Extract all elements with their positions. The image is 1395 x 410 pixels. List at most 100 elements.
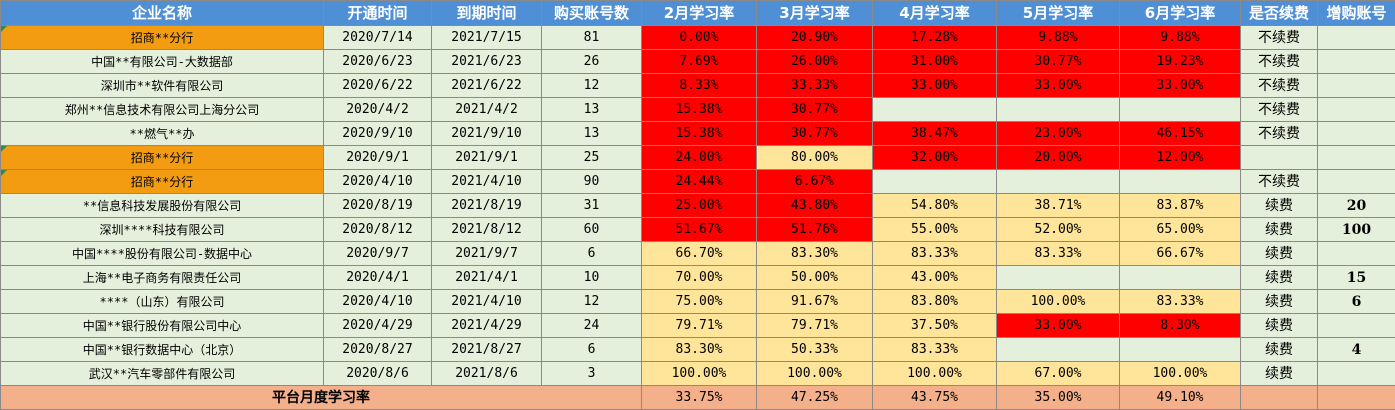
summary-renew-empty — [1241, 386, 1318, 410]
apr-rate-cell: 100.00% — [873, 362, 997, 386]
table-row[interactable]: 中国**有限公司-大数据部 2020/6/23 2021/6/23 26 7.6… — [1, 50, 1395, 74]
apr-rate-cell: 38.47% — [873, 122, 997, 146]
may-rate-cell: 67.00% — [997, 362, 1120, 386]
table-row[interactable]: 中国****股份有限公司-数据中心 2020/9/7 2021/9/7 6 66… — [1, 242, 1395, 266]
summary-jun-rate: 49.10% — [1120, 386, 1241, 410]
table-row[interactable]: 招商**分行 2020/4/10 2021/4/10 90 24.44% 6.6… — [1, 170, 1395, 194]
table-row[interactable]: 招商**分行 2020/9/1 2021/9/1 25 24.00% 80.00… — [1, 146, 1395, 170]
add-accounts-cell — [1318, 314, 1395, 338]
feb-rate-cell: 51.67% — [642, 218, 757, 242]
jun-rate-cell: 100.00% — [1120, 362, 1241, 386]
jun-rate-cell: 12.00% — [1120, 146, 1241, 170]
mar-rate-cell: 80.00% — [757, 146, 873, 170]
end-date-cell: 2021/4/2 — [432, 98, 542, 122]
accounts-cell: 12 — [542, 74, 642, 98]
table-row[interactable]: ****（山东）有限公司 2020/4/10 2021/4/10 12 75.0… — [1, 290, 1395, 314]
start-date-cell: 2020/7/14 — [324, 26, 432, 50]
apr-rate-cell: 83.33% — [873, 242, 997, 266]
end-date-cell: 2021/4/10 — [432, 290, 542, 314]
accounts-cell: 60 — [542, 218, 642, 242]
table-row[interactable]: 中国**银行数据中心（北京） 2020/8/27 2021/8/27 6 83.… — [1, 338, 1395, 362]
company-cell: 招商**分行 — [1, 26, 324, 50]
apr-rate-cell: 37.50% — [873, 314, 997, 338]
apr-rate-cell: 32.00% — [873, 146, 997, 170]
start-date-cell: 2020/6/22 — [324, 74, 432, 98]
add-accounts-cell — [1318, 74, 1395, 98]
feb-rate-cell: 24.44% — [642, 170, 757, 194]
company-cell: 上海**电子商务有限责任公司 — [1, 266, 324, 290]
table-row[interactable]: 上海**电子商务有限责任公司 2020/4/1 2021/4/1 10 70.0… — [1, 266, 1395, 290]
end-date-cell: 2021/9/10 — [432, 122, 542, 146]
company-cell: **燃气**办 — [1, 122, 324, 146]
header-renew: 是否续费 — [1241, 1, 1318, 26]
mar-rate-cell: 33.33% — [757, 74, 873, 98]
add-accounts-cell — [1318, 362, 1395, 386]
table-row[interactable]: 郑州**信息技术有限公司上海分公司 2020/4/2 2021/4/2 13 1… — [1, 98, 1395, 122]
company-cell: ****（山东）有限公司 — [1, 290, 324, 314]
table-row[interactable]: 中国**银行股份有限公司中心 2020/4/29 2021/4/29 24 79… — [1, 314, 1395, 338]
may-rate-cell — [997, 170, 1120, 194]
renew-cell: 不续费 — [1241, 26, 1318, 50]
company-cell: 深圳市**软件有限公司 — [1, 74, 324, 98]
renew-cell: 不续费 — [1241, 74, 1318, 98]
company-cell: 深圳****科技有限公司 — [1, 218, 324, 242]
mar-rate-cell: 50.00% — [757, 266, 873, 290]
add-accounts-cell — [1318, 50, 1395, 74]
header-accounts: 购买账号数 — [542, 1, 642, 26]
end-date-cell: 2021/7/15 — [432, 26, 542, 50]
feb-rate-cell: 83.30% — [642, 338, 757, 362]
accounts-cell: 90 — [542, 170, 642, 194]
header-apr-rate: 4月学习率 — [873, 1, 997, 26]
mar-rate-cell: 50.33% — [757, 338, 873, 362]
add-accounts-cell: 20 — [1318, 194, 1395, 218]
mar-rate-cell: 100.00% — [757, 362, 873, 386]
accounts-cell: 31 — [542, 194, 642, 218]
table-row[interactable]: 深圳市**软件有限公司 2020/6/22 2021/6/22 12 8.33%… — [1, 74, 1395, 98]
feb-rate-cell: 8.33% — [642, 74, 757, 98]
renew-cell — [1241, 146, 1318, 170]
jun-rate-cell — [1120, 266, 1241, 290]
start-date-cell: 2020/8/27 — [324, 338, 432, 362]
may-rate-cell: 38.71% — [997, 194, 1120, 218]
table-row[interactable]: **信息科技发展股份有限公司 2020/8/19 2021/8/19 31 25… — [1, 194, 1395, 218]
apr-rate-cell: 31.00% — [873, 50, 997, 74]
apr-rate-cell: 43.00% — [873, 266, 997, 290]
renew-cell: 不续费 — [1241, 98, 1318, 122]
mar-rate-cell: 6.67% — [757, 170, 873, 194]
summary-may-rate: 35.00% — [997, 386, 1120, 410]
company-cell: **信息科技发展股份有限公司 — [1, 194, 324, 218]
may-rate-cell: 83.33% — [997, 242, 1120, 266]
feb-rate-cell: 15.38% — [642, 98, 757, 122]
accounts-cell: 12 — [542, 290, 642, 314]
apr-rate-cell: 83.80% — [873, 290, 997, 314]
apr-rate-cell: 54.80% — [873, 194, 997, 218]
accounts-cell: 10 — [542, 266, 642, 290]
mar-rate-cell: 26.00% — [757, 50, 873, 74]
jun-rate-cell — [1120, 338, 1241, 362]
accounts-cell: 3 — [542, 362, 642, 386]
may-rate-cell: 20.00% — [997, 146, 1120, 170]
table-row[interactable]: 招商**分行 2020/7/14 2021/7/15 81 0.00% 20.9… — [1, 26, 1395, 50]
jun-rate-cell — [1120, 170, 1241, 194]
end-date-cell: 2021/4/29 — [432, 314, 542, 338]
feb-rate-cell: 100.00% — [642, 362, 757, 386]
table-row[interactable]: 深圳****科技有限公司 2020/8/12 2021/8/12 60 51.6… — [1, 218, 1395, 242]
company-cell: 中国**银行数据中心（北京） — [1, 338, 324, 362]
renew-cell: 续费 — [1241, 218, 1318, 242]
renew-cell: 续费 — [1241, 338, 1318, 362]
may-rate-cell: 30.77% — [997, 50, 1120, 74]
company-cell: 中国**银行股份有限公司中心 — [1, 314, 324, 338]
renew-cell: 续费 — [1241, 266, 1318, 290]
jun-rate-cell: 33.00% — [1120, 74, 1241, 98]
end-date-cell: 2021/9/1 — [432, 146, 542, 170]
accounts-cell: 6 — [542, 338, 642, 362]
renew-cell: 不续费 — [1241, 170, 1318, 194]
start-date-cell: 2020/4/10 — [324, 290, 432, 314]
header-add-accounts: 增购账号 — [1318, 1, 1395, 26]
table-row[interactable]: **燃气**办 2020/9/10 2021/9/10 13 15.38% 30… — [1, 122, 1395, 146]
table-row[interactable]: 武汉**汽车零部件有限公司 2020/8/6 2021/8/6 3 100.00… — [1, 362, 1395, 386]
add-accounts-cell — [1318, 98, 1395, 122]
accounts-cell: 13 — [542, 122, 642, 146]
apr-rate-cell: 55.00% — [873, 218, 997, 242]
